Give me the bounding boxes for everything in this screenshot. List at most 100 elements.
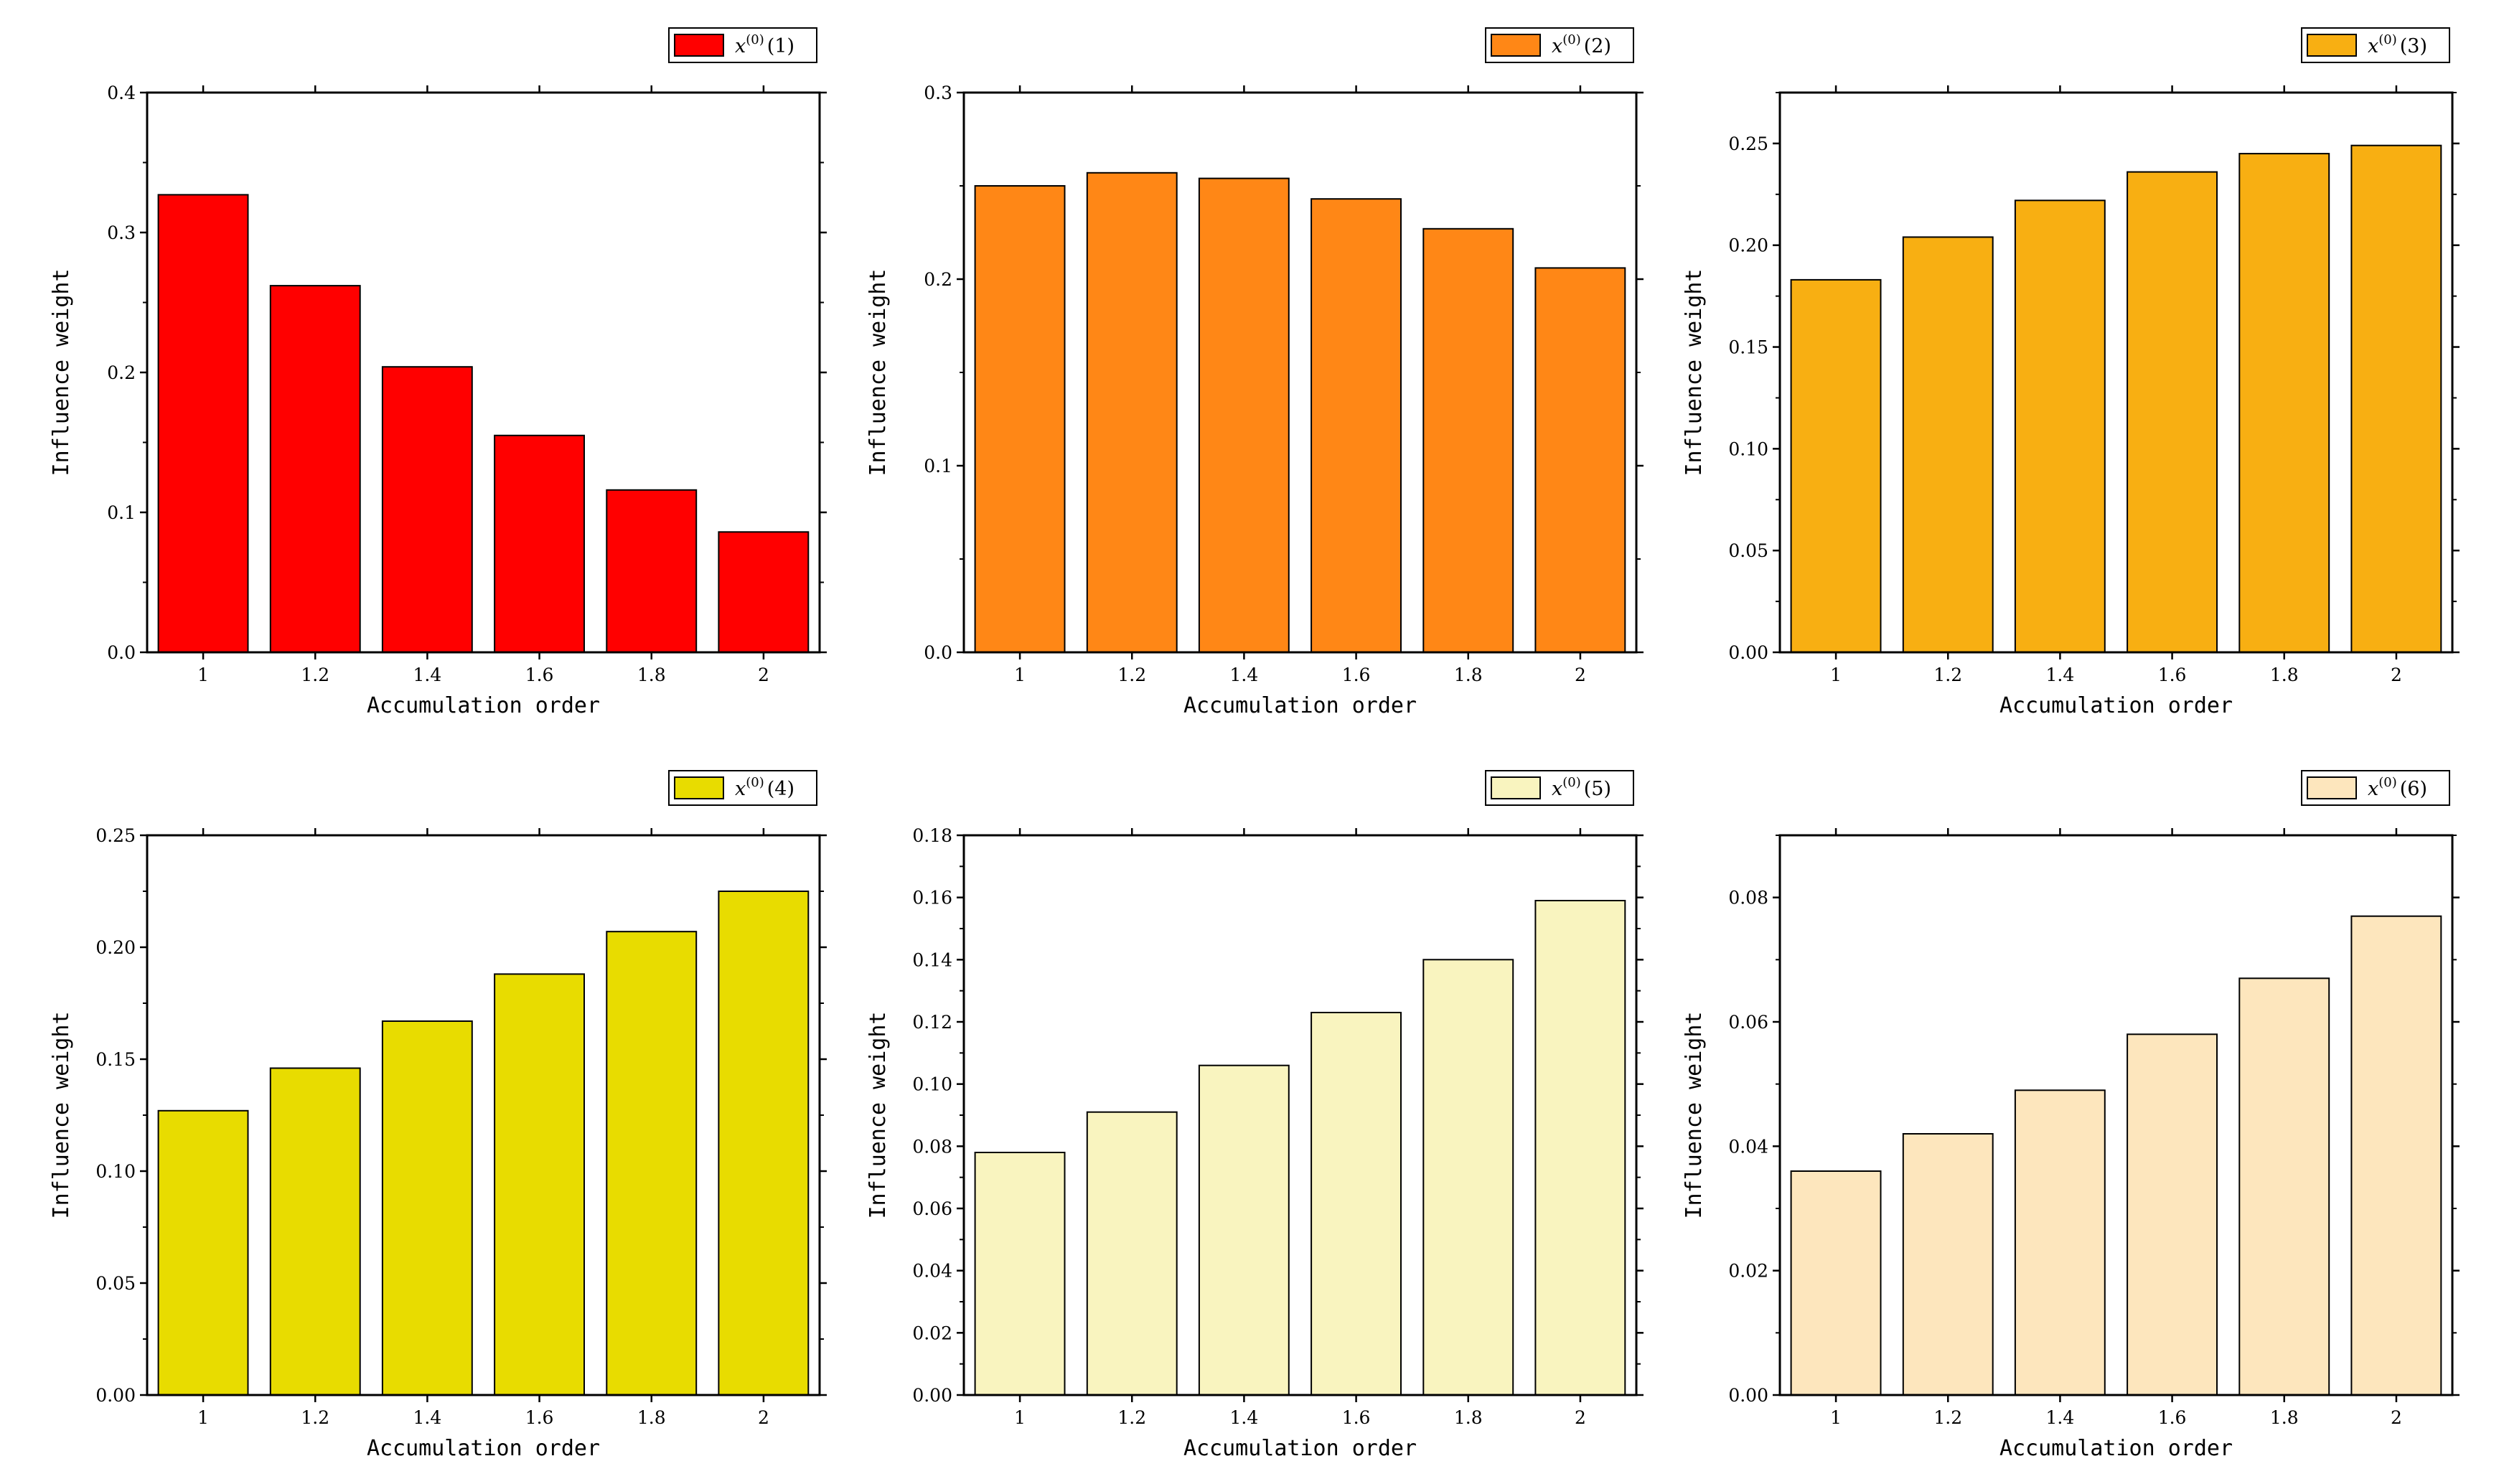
y-tick-label: 0.05 [95, 1273, 136, 1294]
x-tick-label: 1.4 [2046, 664, 2075, 685]
legend-swatch [674, 34, 724, 57]
x-tick-label: 1.6 [2158, 664, 2187, 685]
bar-1.6 [1311, 198, 1402, 653]
x-tick-label: 2 [758, 1407, 769, 1428]
x-tick-label: 1.6 [2158, 1407, 2187, 1428]
y-tick-label: 0.08 [912, 1136, 952, 1157]
bar-1.4 [1198, 1064, 1290, 1396]
x-axis-label: Accumulation order [1183, 1436, 1417, 1461]
y-axis-label: Influence weight [49, 269, 74, 476]
y-tick-label: 0.2 [924, 269, 952, 290]
bar-2 [718, 531, 810, 653]
chart-panel-2: 0.0 0.1 0.2 0.3 1 1.2 1.4 1.6 1.8 2 Accumulation o… [866, 27, 1644, 718]
legend: x(0) (2) [1485, 27, 1634, 63]
x-tick-label: 1.8 [637, 664, 666, 685]
y-tick-label: 0.08 [1728, 888, 1768, 908]
bar-1.6 [494, 434, 585, 654]
y-tick-label: 0.06 [1728, 1012, 1768, 1033]
y-tick-label: 0.10 [912, 1074, 952, 1095]
chart-panel-3: 0.00 0.05 0.10 0.15 0.20 0.25 1 1.2 1.4 1.6 1.8 2 Ac… [1682, 27, 2460, 718]
y-tick-label: 0.15 [95, 1049, 136, 1070]
y-tick-label: 0.02 [1728, 1261, 1768, 1282]
y-tick-label: 0.4 [107, 83, 136, 103]
bar-1.8 [606, 931, 698, 1396]
y-tick-label: 0.04 [1728, 1136, 1768, 1157]
x-axis-label: Accumulation order [1183, 693, 1417, 718]
bar-1.4 [381, 1020, 473, 1396]
bar-1.8 [2238, 977, 2330, 1396]
x-tick-label: 2 [758, 664, 769, 685]
bar-2 [2350, 915, 2442, 1396]
bar-2 [1534, 900, 1626, 1396]
legend-label: x(0) (5) [1552, 775, 1611, 800]
x-axis-label: Accumulation order [1999, 693, 2233, 718]
x-tick-label: 1.4 [413, 1407, 442, 1428]
x-tick-label: 1.6 [1342, 664, 1371, 685]
x-tick-label: 1.6 [525, 664, 554, 685]
bar-1.6 [2127, 1033, 2218, 1396]
bar-1.2 [1902, 236, 1994, 653]
plot-frame [1778, 91, 2454, 654]
legend-label: x(0) (4) [735, 775, 794, 800]
bar-1 [974, 185, 1066, 653]
legend: x(0) (4) [668, 770, 817, 806]
bar-1.8 [606, 489, 698, 653]
x-tick-label: 1.4 [1230, 1407, 1259, 1428]
bar-2 [718, 891, 810, 1396]
y-tick-label: 0.12 [912, 1012, 952, 1033]
y-tick-label: 0.02 [912, 1323, 952, 1343]
legend-label: x(0) (3) [2368, 32, 2427, 57]
bar-1.8 [1422, 227, 1514, 653]
x-tick-label: 1 [1014, 1407, 1026, 1428]
x-tick-label: 1.6 [525, 1407, 554, 1428]
y-tick-label: 0.1 [924, 456, 952, 476]
y-tick-label: 0.10 [95, 1161, 136, 1182]
y-axis-label: Influence weight [1682, 1012, 1707, 1219]
legend-swatch [2307, 34, 2357, 57]
bar-1.4 [2014, 1089, 2106, 1396]
x-tick-label: 1.4 [413, 664, 442, 685]
y-tick-label: 0.15 [1728, 337, 1768, 358]
x-axis-label: Accumulation order [367, 1436, 600, 1461]
bar-2 [2350, 144, 2442, 653]
y-tick-label: 0.25 [1728, 133, 1768, 154]
bar-1.6 [494, 973, 585, 1396]
y-tick-label: 0.20 [95, 937, 136, 958]
bar-1.6 [1311, 1012, 1402, 1396]
y-tick-label: 0.14 [912, 949, 952, 970]
chart-panel-1: 0.0 0.1 0.2 0.3 0.4 1 1.2 1.4 1.6 1.8 2 Accumulatio… [49, 27, 827, 718]
legend: x(0) (3) [2301, 27, 2450, 63]
y-tick-label: 0.00 [1728, 1385, 1768, 1406]
y-tick-label: 0.04 [912, 1261, 952, 1282]
plot-frame [1778, 834, 2454, 1396]
bar-1.2 [269, 1067, 361, 1396]
y-tick-label: 0.00 [912, 1385, 952, 1406]
legend: x(0) (1) [668, 27, 817, 63]
x-tick-label: 2 [1575, 664, 1586, 685]
x-tick-label: 2 [2391, 664, 2402, 685]
bar-1 [1790, 1170, 1882, 1396]
x-axis-label: Accumulation order [367, 693, 600, 718]
legend: x(0) (6) [2301, 770, 2450, 806]
bar-1.2 [269, 285, 361, 653]
x-tick-label: 1.2 [301, 1407, 329, 1428]
y-tick-label: 0.20 [1728, 235, 1768, 256]
bar-1.4 [2014, 199, 2106, 653]
y-axis-label: Influence weight [866, 1012, 891, 1219]
legend: x(0) (5) [1485, 770, 1634, 806]
legend-label: x(0) (6) [2368, 775, 2427, 800]
x-tick-label: 2 [2391, 1407, 2402, 1428]
x-tick-label: 1.8 [2270, 1407, 2299, 1428]
x-tick-label: 1.8 [637, 1407, 666, 1428]
y-axis-label: Influence weight [1682, 269, 1707, 476]
x-tick-label: 2 [1575, 1407, 1586, 1428]
x-tick-label: 1.8 [2270, 664, 2299, 685]
x-tick-label: 1 [197, 664, 209, 685]
x-tick-label: 1.2 [1933, 664, 1962, 685]
bar-1.6 [2127, 171, 2218, 654]
bar-2 [1534, 267, 1626, 653]
x-tick-label: 1.4 [1230, 664, 1259, 685]
legend-swatch [2307, 776, 2357, 799]
legend-swatch [674, 776, 724, 799]
x-tick-label: 1 [1830, 664, 1842, 685]
